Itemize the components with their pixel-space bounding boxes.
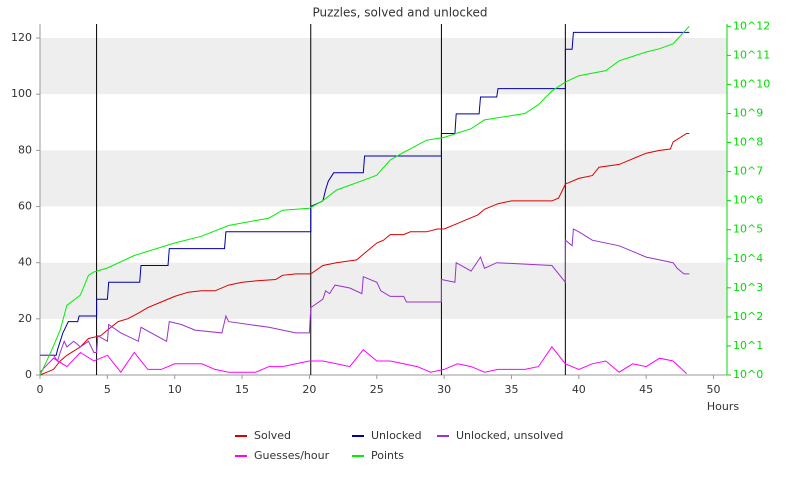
grid-band bbox=[40, 38, 727, 95]
series-line bbox=[39, 346, 687, 374]
y2-tick-label: 10^2 bbox=[733, 310, 763, 323]
x-tick-label: 10 bbox=[168, 383, 182, 396]
x-tick-label: 20 bbox=[302, 383, 316, 396]
legend-label: Guesses/hour bbox=[254, 449, 330, 462]
legend-item: Unlocked bbox=[352, 429, 422, 442]
x-tick-label: 45 bbox=[639, 383, 653, 396]
series-line bbox=[39, 133, 690, 376]
x-tick-label: 50 bbox=[707, 383, 721, 396]
legend-item: Guesses/hour bbox=[235, 449, 330, 462]
y-tick-label: 0 bbox=[25, 368, 32, 381]
legend-label: Unlocked bbox=[371, 429, 422, 442]
x-axis-label: Hours bbox=[707, 400, 739, 413]
y2-tick-label: 10^4 bbox=[733, 252, 763, 265]
y2-tick-label: 10^5 bbox=[733, 223, 763, 236]
x-tick-label: 25 bbox=[370, 383, 384, 396]
chart-title: Puzzles, solved and unlocked bbox=[312, 6, 487, 20]
x-tick-label: 40 bbox=[572, 383, 586, 396]
y-tick-label: 20 bbox=[18, 312, 32, 325]
y2-tick-label: 10^10 bbox=[733, 77, 770, 90]
y2-tick-label: 10^11 bbox=[733, 48, 770, 61]
y-tick-label: 80 bbox=[18, 143, 32, 156]
legend-label: Unlocked, unsolved bbox=[456, 429, 563, 442]
y-tick-label: 120 bbox=[11, 31, 32, 44]
y2-tick-label: 10^9 bbox=[733, 106, 763, 119]
x-tick-label: 15 bbox=[235, 383, 249, 396]
series-line bbox=[40, 31, 690, 356]
y2-tick-label: 10^0 bbox=[733, 368, 763, 381]
y2-tick-label: 10^7 bbox=[733, 165, 763, 178]
x-tick-label: 35 bbox=[504, 383, 518, 396]
y2-tick-label: 10^1 bbox=[733, 339, 763, 352]
y2-tick-label: 10^6 bbox=[733, 194, 763, 207]
y-tick-label: 100 bbox=[11, 87, 32, 100]
y2-tick-label: 10^8 bbox=[733, 136, 763, 149]
legend-item: Solved bbox=[235, 429, 291, 442]
grid-band bbox=[40, 150, 727, 207]
y-tick-label: 40 bbox=[18, 256, 32, 269]
y2-tick-label: 10^12 bbox=[733, 19, 770, 32]
legend-item: Unlocked, unsolved bbox=[437, 429, 563, 442]
y-tick-label: 60 bbox=[18, 200, 32, 213]
x-tick-label: 0 bbox=[37, 383, 44, 396]
y2-tick-label: 10^3 bbox=[733, 281, 763, 294]
legend-label: Solved bbox=[254, 429, 291, 442]
grid-band bbox=[40, 262, 727, 319]
legend-label: Points bbox=[371, 449, 404, 462]
x-tick-label: 30 bbox=[437, 383, 451, 396]
x-tick-label: 5 bbox=[104, 383, 111, 396]
series-line bbox=[40, 228, 690, 363]
series-line bbox=[39, 25, 690, 376]
legend-item: Points bbox=[352, 449, 404, 462]
